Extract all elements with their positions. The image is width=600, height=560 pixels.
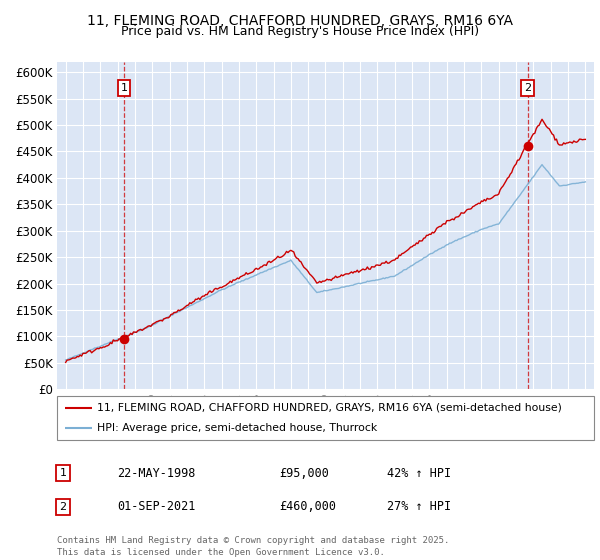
Text: Contains HM Land Registry data © Crown copyright and database right 2025.
This d: Contains HM Land Registry data © Crown c… (57, 536, 449, 557)
Text: 1: 1 (121, 83, 128, 93)
Text: 1: 1 (59, 468, 67, 478)
Text: Price paid vs. HM Land Registry's House Price Index (HPI): Price paid vs. HM Land Registry's House … (121, 25, 479, 38)
Text: 2: 2 (59, 502, 67, 512)
Text: 11, FLEMING ROAD, CHAFFORD HUNDRED, GRAYS, RM16 6YA (semi-detached house): 11, FLEMING ROAD, CHAFFORD HUNDRED, GRAY… (97, 403, 562, 413)
Text: £460,000: £460,000 (279, 500, 336, 514)
Text: 01-SEP-2021: 01-SEP-2021 (117, 500, 196, 514)
Text: 2: 2 (524, 83, 531, 93)
Text: £95,000: £95,000 (279, 466, 329, 480)
Text: HPI: Average price, semi-detached house, Thurrock: HPI: Average price, semi-detached house,… (97, 423, 377, 433)
Text: 11, FLEMING ROAD, CHAFFORD HUNDRED, GRAYS, RM16 6YA: 11, FLEMING ROAD, CHAFFORD HUNDRED, GRAY… (87, 14, 513, 28)
Text: 27% ↑ HPI: 27% ↑ HPI (387, 500, 451, 514)
Text: 42% ↑ HPI: 42% ↑ HPI (387, 466, 451, 480)
Text: 22-MAY-1998: 22-MAY-1998 (117, 466, 196, 480)
